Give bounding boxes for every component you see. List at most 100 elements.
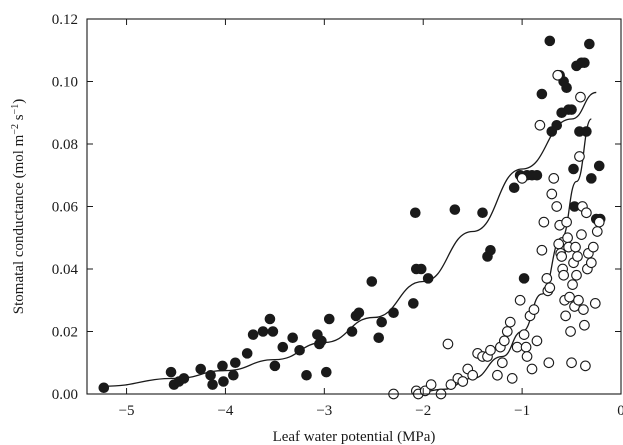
open-point (556, 251, 568, 262)
y-tick-label: 0.12 (52, 12, 78, 28)
open-point (570, 241, 581, 253)
y-tick-label: 0.08 (52, 137, 78, 153)
filled-point (301, 369, 312, 381)
y-axis-label-end: ) (11, 99, 27, 104)
fit-curve-1 (103, 91, 597, 387)
filled-point (217, 360, 228, 372)
open-point (572, 251, 583, 262)
y-axis-label: Stomatal conductance (mol m−2 s−1) (10, 99, 28, 314)
y-tick-label: 0.10 (52, 75, 78, 91)
filled-point (287, 332, 298, 344)
x-tick-label: −5 (119, 403, 135, 419)
filled-point (207, 379, 218, 390)
open-point (589, 298, 601, 309)
open-point (492, 369, 503, 381)
filled-point (98, 382, 110, 394)
open-point (574, 151, 585, 162)
filled-point (316, 335, 327, 347)
open-point (562, 232, 573, 244)
open-point (425, 379, 437, 390)
open-point (520, 341, 532, 353)
y-axis-ticks: 0.00 0.02 0.04 0.06 0.08 0.10 0.12 (52, 12, 621, 403)
filled-point (593, 160, 605, 172)
open-point (573, 294, 584, 306)
open-point (593, 216, 605, 228)
open-point (591, 226, 603, 237)
open-point (580, 360, 591, 372)
open-point (561, 216, 572, 228)
filled-point (376, 316, 387, 328)
open-point (518, 329, 530, 340)
open-point (587, 241, 599, 253)
filled-point (551, 119, 563, 131)
filled-point (353, 307, 365, 319)
x-tick-label: −1 (514, 403, 530, 419)
filled-point (230, 357, 241, 369)
filled-point (241, 348, 253, 359)
y-axis-label-mid: s (11, 114, 27, 124)
open-point (504, 316, 516, 328)
open-point (457, 376, 469, 387)
open-point (553, 238, 565, 250)
filled-point (267, 326, 279, 337)
open-point (576, 229, 587, 240)
y-tick-label: 0.02 (52, 325, 78, 341)
filled-point (579, 57, 590, 69)
y-axis-label-sup-2: −1 (10, 104, 21, 115)
y-tick-label: 0.00 (52, 387, 78, 403)
filled-point (477, 207, 488, 219)
filled-point (566, 104, 577, 115)
filled-point (228, 369, 239, 381)
open-point (558, 269, 569, 281)
plot-frame (86, 18, 622, 395)
filled-point (561, 82, 572, 94)
filled-point (568, 163, 579, 175)
open-point (567, 279, 578, 290)
open-point (485, 344, 496, 356)
filled-point (323, 313, 335, 325)
y-axis-label-sup-1: −2 (10, 124, 21, 135)
open-point (501, 326, 513, 337)
open-point (544, 282, 556, 294)
open-point (575, 91, 586, 103)
filled-point (584, 38, 595, 50)
open-point (516, 173, 528, 184)
filled-point (449, 204, 461, 215)
open-point (467, 369, 479, 381)
filled-point (269, 360, 281, 372)
open-point (496, 357, 508, 369)
filled-point (536, 88, 548, 100)
open-point (552, 69, 564, 81)
filled-point (373, 332, 385, 344)
filled-point (294, 344, 305, 356)
x-axis-label: Leaf water potential (MPa) (273, 429, 436, 445)
x-tick-label: 0 (617, 403, 623, 419)
filled-point (518, 273, 530, 284)
open-point (546, 188, 558, 200)
open-point (578, 304, 589, 315)
open-point (564, 291, 575, 303)
open-point (534, 119, 546, 131)
open-point (548, 173, 560, 184)
x-axis-ticks: −5 −4 −3 −2 −1 0 (119, 19, 623, 419)
open-point (442, 338, 454, 350)
filled-point (165, 366, 177, 378)
x-tick-label: −2 (415, 403, 431, 419)
filled-point (205, 369, 216, 381)
filled-point (247, 329, 259, 340)
filled-point (195, 363, 207, 375)
filled-point (366, 276, 378, 287)
open-point (514, 294, 526, 306)
data-points (98, 35, 606, 400)
open-point (543, 357, 555, 369)
open-point (579, 319, 590, 331)
filled-point (321, 366, 332, 378)
filled-point (346, 326, 358, 337)
open-point (560, 310, 571, 322)
x-tick-label: −4 (217, 403, 233, 419)
filled-point (415, 263, 427, 275)
filled-point (257, 326, 269, 337)
filled-point (410, 207, 421, 219)
open-point (511, 341, 523, 353)
